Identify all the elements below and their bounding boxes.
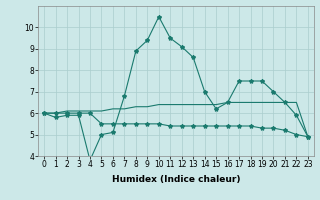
X-axis label: Humidex (Indice chaleur): Humidex (Indice chaleur) xyxy=(112,175,240,184)
